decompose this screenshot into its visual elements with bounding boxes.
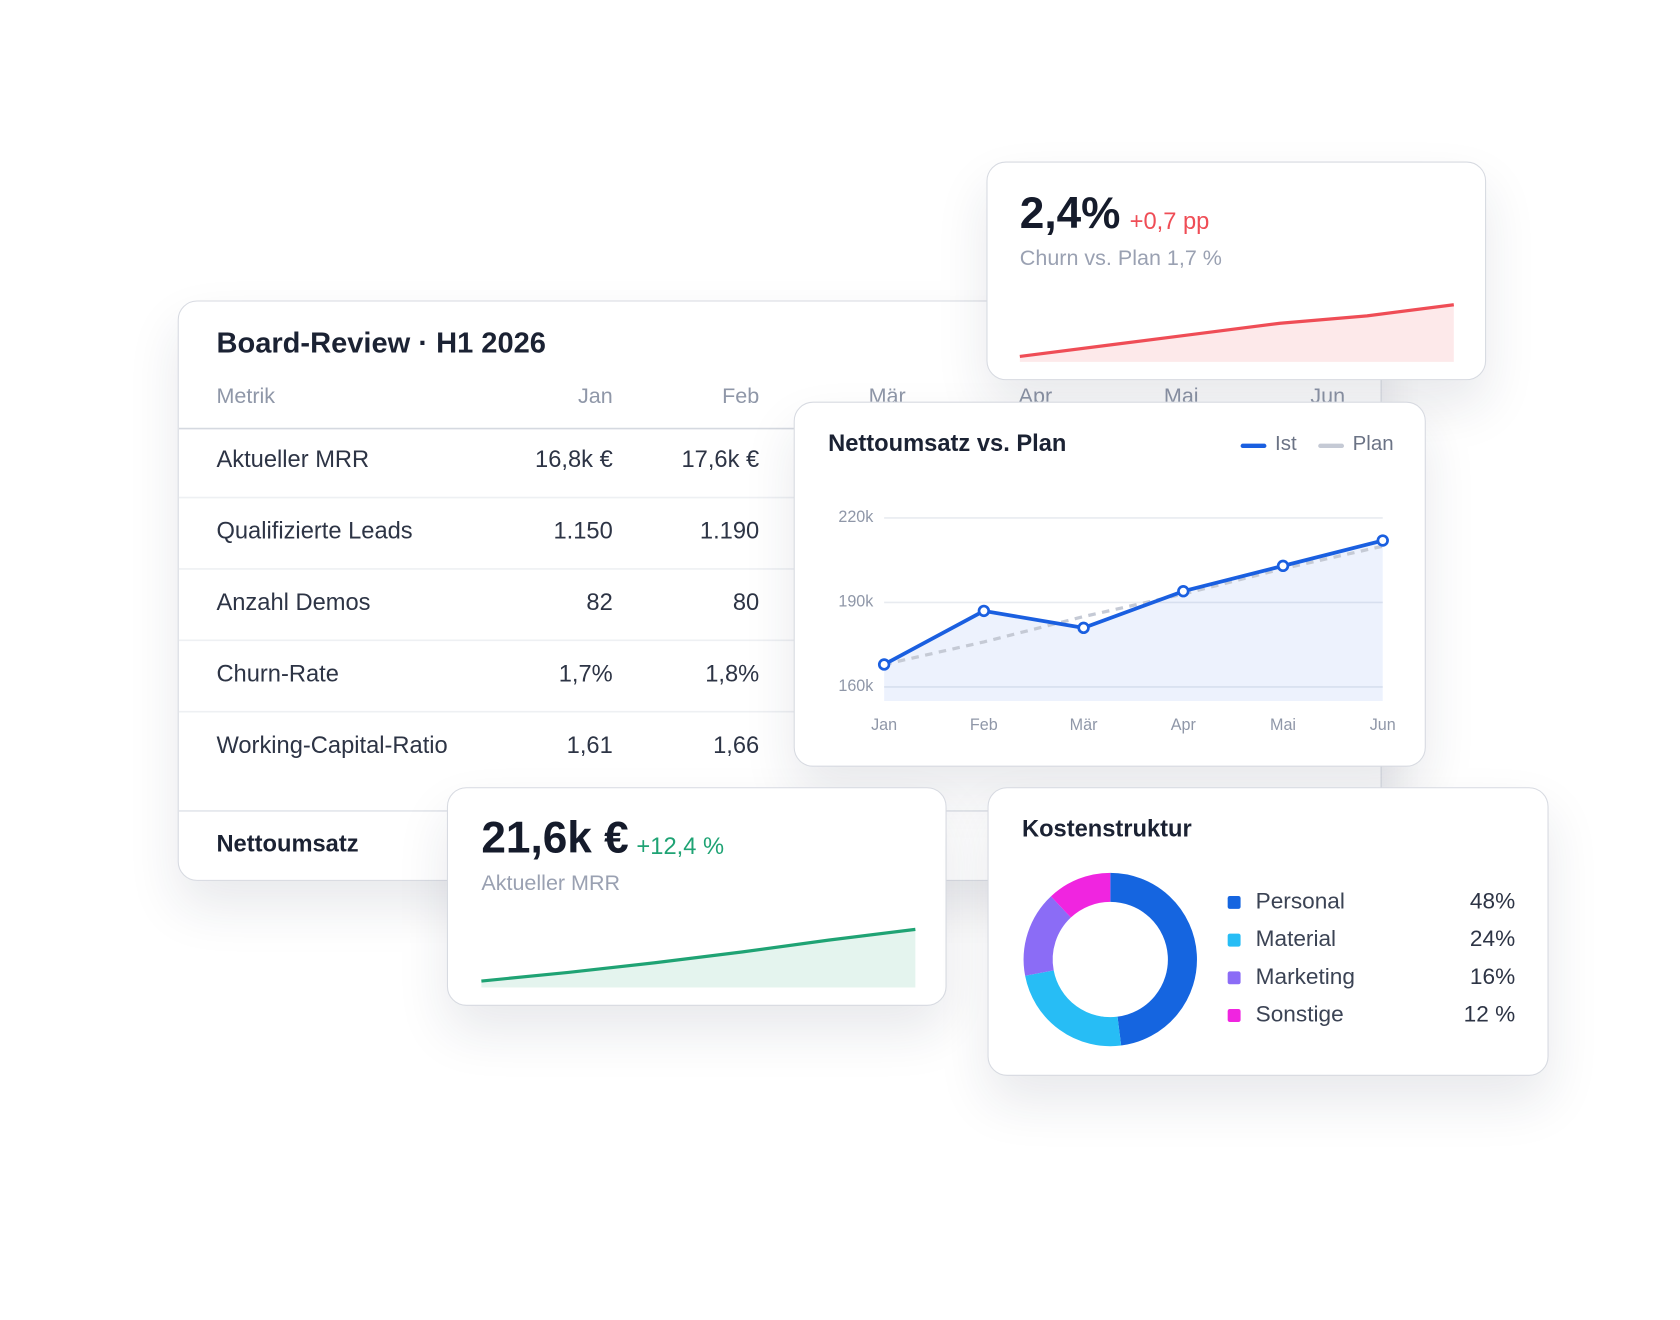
series-area xyxy=(884,540,1383,702)
table-cell: 80 xyxy=(733,590,759,616)
table-cell: 1,61 xyxy=(567,733,613,759)
mrr-card: 21,6k € +12,4 % Aktueller MRR xyxy=(446,787,947,1006)
table-cell: Churn-Rate xyxy=(216,661,338,687)
legend-label: Marketing xyxy=(1256,964,1355,989)
data-point xyxy=(1376,534,1389,547)
table-canvas: Board-Review · H1 2026 Metrik Jan Feb Mär Apr… xyxy=(178,327,1381,858)
legend-swatch xyxy=(1227,933,1241,947)
column-header: Feb xyxy=(722,384,759,408)
sparkline xyxy=(481,927,916,983)
donut-segment xyxy=(1025,969,1122,1047)
kpi-label: Aktueller MRR xyxy=(481,871,620,895)
chart-title: Kostenstruktur xyxy=(1022,817,1192,843)
column-header: Jan xyxy=(578,384,613,408)
series-line xyxy=(883,544,1384,667)
sparkline xyxy=(1019,303,1455,359)
series-line xyxy=(883,538,1384,667)
x-tick-label: Jan xyxy=(871,716,897,734)
x-tick-label: Jun xyxy=(1370,716,1396,734)
legend-value: 16% xyxy=(1470,964,1515,989)
data-point xyxy=(1276,559,1290,573)
table-cell: 1,8% xyxy=(705,661,759,687)
y-tick-label: 190k xyxy=(838,593,874,611)
table-cell: 1.150 xyxy=(553,519,612,545)
table-title: Board-Review · H1 2026 xyxy=(216,327,546,359)
legend-label: Material xyxy=(1256,926,1336,951)
column-header: Metrik xyxy=(216,384,275,408)
legend-swatch xyxy=(1227,971,1241,985)
table-cell: 17,6k € xyxy=(682,447,760,473)
legend-value: 12 % xyxy=(1464,1001,1516,1026)
x-tick-label: Feb xyxy=(970,716,998,734)
legend-label: Sonstige xyxy=(1256,1001,1344,1026)
table-cell: 1,66 xyxy=(713,733,759,759)
legend-label: Personal xyxy=(1256,888,1345,913)
cost-card: Kostenstruktur Personal 48% Material 24% Mark… xyxy=(987,787,1549,1076)
table-cell: 1.190 xyxy=(700,519,759,545)
footer-cell: Nettoumsatz xyxy=(216,832,358,858)
kpi-label: Churn vs. Plan 1,7 % xyxy=(1020,246,1222,270)
table-cell: 1,7% xyxy=(559,661,613,687)
x-tick-label: Mär xyxy=(1070,716,1098,734)
table-cell: Aktueller MRR xyxy=(216,447,369,473)
data-point xyxy=(1177,585,1190,598)
table-cell: Working-Capital-Ratio xyxy=(216,733,447,759)
churn-canvas: 2,4% +0,7 pp Churn vs. Plan 1,7 % xyxy=(1019,189,1455,362)
mrr-canvas: 21,6k € +12,4 % Aktueller MRR xyxy=(481,814,916,988)
line-chart-card: Nettoumsatz vs. Plan 160k 190k 220k Jan Feb Mä… xyxy=(793,401,1426,767)
chart-title: Nettoumsatz vs. Plan xyxy=(828,431,1066,457)
table-cell: 16,8k € xyxy=(535,447,613,473)
data-point xyxy=(977,604,991,618)
legend-label: Ist xyxy=(1275,432,1297,455)
churn-card: 2,4% +0,7 pp Churn vs. Plan 1,7 % xyxy=(986,161,1487,381)
table-cell: Qualifizierte Leads xyxy=(216,519,412,545)
y-tick-label: 220k xyxy=(838,508,874,526)
x-tick-label: Apr xyxy=(1171,716,1197,734)
donut-segment xyxy=(1050,872,1111,918)
legend-value: 48% xyxy=(1470,888,1515,913)
donut-chart: Kostenstruktur Personal 48% Material 24% Mark… xyxy=(1022,817,1516,1047)
legend-value: 24% xyxy=(1470,926,1515,951)
line-chart: Nettoumsatz vs. Plan 160k 190k 220k Jan Feb Mä… xyxy=(828,431,1396,734)
table-cell: 82 xyxy=(586,590,612,616)
legend-label: Plan xyxy=(1353,432,1394,455)
kpi-value: 21,6k € xyxy=(481,814,628,863)
legend-swatch xyxy=(1227,895,1241,909)
donut-segment xyxy=(1109,872,1197,1046)
donut-segment xyxy=(1023,896,1072,976)
kpi-delta: +0,7 pp xyxy=(1130,209,1210,235)
legend-swatch xyxy=(1227,1009,1241,1022)
table-cell: Anzahl Demos xyxy=(216,590,370,616)
data-point xyxy=(1077,621,1090,635)
y-tick-label: 160k xyxy=(838,677,874,695)
kpi-delta: +12,4 % xyxy=(636,834,724,860)
x-tick-label: Mai xyxy=(1270,716,1296,734)
data-point xyxy=(877,658,891,671)
kpi-value: 2,4% xyxy=(1020,189,1121,238)
